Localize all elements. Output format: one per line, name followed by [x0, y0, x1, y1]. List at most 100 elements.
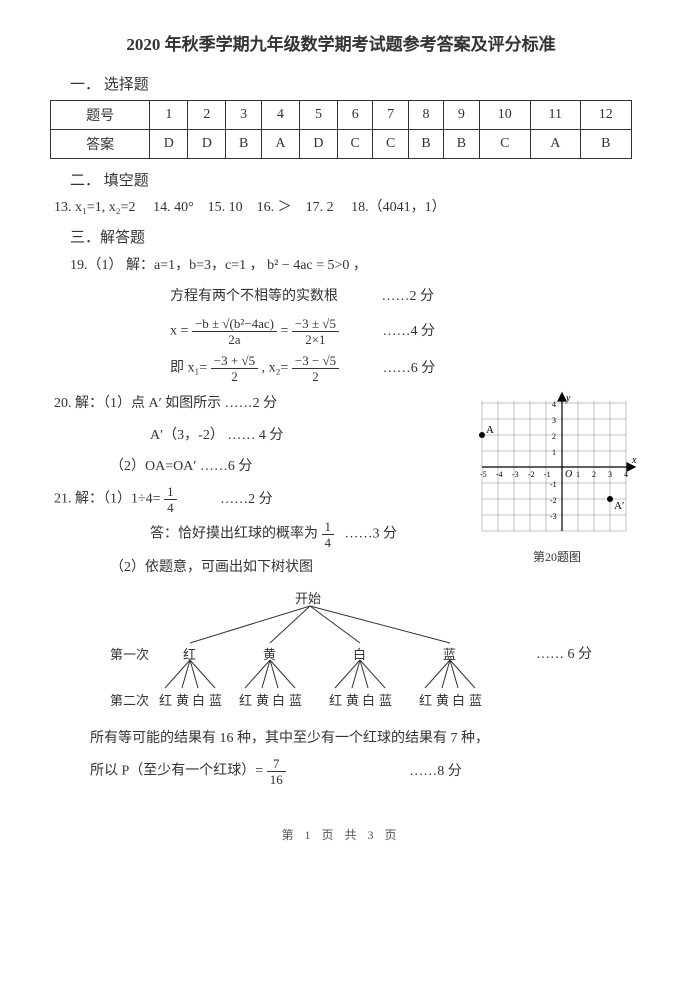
q19-line2-text: 方程有两个不相等的实数根 [170, 289, 338, 304]
table-row: 答案 D D B A D C C B B C A B [51, 130, 632, 159]
score-label: ……2 分 [382, 284, 435, 309]
table-cell: 5 [299, 101, 337, 130]
fraction-numerator: −3 + √5 [211, 354, 258, 369]
grid-svg: y x O -5-4-3 -2-1 1234 1234 -1-2-3 A A′ [472, 391, 642, 541]
score-label: ……8 分 [409, 759, 462, 784]
table-cell: C [479, 130, 530, 159]
tree-leaf: 黄 [436, 690, 449, 709]
table-header-cell: 题号 [51, 101, 150, 130]
tree-start: 开始 [295, 588, 321, 607]
score-label: ……6 分 [383, 357, 436, 377]
score-label: ……4 分 [382, 320, 435, 340]
q21-line2-text: 答：恰好摸出红球的概率为 [150, 527, 318, 542]
tree-diagram: 开始 第一次 红 黄 白 蓝 第二次 红 黄 白 蓝 红 黄 白 蓝 红 黄 白… [110, 588, 530, 718]
page-footer: 第 1 页 共 3 页 [50, 826, 632, 843]
svg-text:-3: -3 [512, 470, 519, 479]
table-header-cell: 答案 [51, 130, 150, 159]
svg-text:-5: -5 [480, 470, 487, 479]
answers-table: 题号 1 2 3 4 5 6 7 8 9 10 11 12 答案 D D B A… [50, 100, 632, 159]
fraction: −b ± √(b²−4ac) 2a [192, 317, 277, 346]
table-cell: 4 [261, 101, 299, 130]
fill-item: 18.（4041，1） [351, 200, 446, 215]
table-cell: D [150, 130, 188, 159]
table-cell: D [299, 130, 337, 159]
svg-text:-2: -2 [528, 470, 535, 479]
tree-leaf: 蓝 [469, 690, 482, 709]
fraction-denominator: 4 [322, 535, 335, 549]
fill-item: 17. 2 [306, 200, 334, 215]
svg-text:O: O [565, 469, 572, 480]
table-cell: 7 [373, 101, 408, 130]
tree-row1-label: 第一次 [110, 644, 149, 663]
svg-text:3: 3 [552, 416, 556, 425]
tree-leaf: 红 [419, 690, 432, 709]
table-cell: A [530, 130, 580, 159]
fraction: −3 − √5 2 [292, 354, 339, 383]
fraction-denominator: 2×1 [292, 332, 339, 346]
tree-node: 红 [183, 644, 196, 663]
fill-blank-line: 13. x₁=1, x₂=2 14. 40° 15. 10 16. ＞ 17. … [54, 196, 632, 216]
table-cell: B [580, 130, 631, 159]
fill-item: 16. ＞ [257, 200, 292, 215]
svg-text:-4: -4 [496, 470, 503, 479]
fraction-numerator: 1 [164, 485, 177, 500]
table-cell: 2 [188, 101, 226, 130]
q21-line4: 所有等可能的结果有 16 种，其中至少有一个红球的结果有 7 种， [90, 726, 632, 751]
table-cell: 3 [226, 101, 261, 130]
table-cell: 6 [338, 101, 373, 130]
fraction: −3 + √5 2 [211, 354, 258, 383]
fraction-denominator: 2 [211, 369, 258, 383]
axis-y-label: y [565, 393, 571, 404]
score-label: ……3 分 [345, 527, 398, 542]
comma: , x₂= [262, 361, 289, 376]
tree-leaf: 红 [159, 690, 172, 709]
q20-block: 20. 解：（1）点 A′ 如图所示 ……2 分 A′（3，-2） …… 4 分… [50, 391, 632, 479]
table-row: 题号 1 2 3 4 5 6 7 8 9 10 11 12 [51, 101, 632, 130]
svg-text:2: 2 [592, 470, 596, 479]
q19-line1: 19.（1） 解：a=1，b=3，c=1 ， b² − 4ac = 5>0 ， [70, 253, 632, 278]
section-choice-label: 一． 选择题 [70, 73, 632, 94]
q21-line5: 所以 P（至少有一个红球）= 7 16 ……8 分 [90, 757, 632, 786]
fraction-numerator: −b ± √(b²−4ac) [192, 317, 277, 332]
svg-text:1: 1 [576, 470, 580, 479]
table-cell: B [408, 130, 443, 159]
table-cell: C [373, 130, 408, 159]
q20-grid-figure: y x O -5-4-3 -2-1 1234 1234 -1-2-3 A A′ … [472, 391, 642, 565]
table-cell: B [444, 130, 479, 159]
q21-line1-text: 21. 解：（1）1÷4= [54, 492, 161, 507]
svg-text:3: 3 [608, 470, 612, 479]
tree-row2-label: 第二次 [110, 690, 149, 709]
q19-line2: 方程有两个不相等的实数根 ……2 分 [170, 284, 632, 309]
fill-item: 14. 40° [153, 200, 194, 215]
point-a-label: A [486, 424, 494, 436]
tree-node: 黄 [263, 644, 276, 663]
section-solve-label: 三．解答题 [70, 226, 632, 247]
fraction: 1 4 [322, 520, 335, 549]
fill-item: 13. x₁=1, x₂=2 [54, 200, 136, 215]
fraction: 7 16 [267, 757, 286, 786]
tree-leaf: 红 [329, 690, 342, 709]
tree-leaf: 红 [239, 690, 252, 709]
tree-leaf: 蓝 [209, 690, 222, 709]
svg-text:4: 4 [624, 470, 628, 479]
tree-row: 开始 第一次 红 黄 白 蓝 第二次 红 黄 白 蓝 红 黄 白 蓝 红 黄 白… [50, 588, 632, 718]
point-ap-label: A′ [614, 500, 624, 512]
tree-leaf: 蓝 [289, 690, 302, 709]
table-cell: A [261, 130, 299, 159]
fraction: −3 ± √5 2×1 [292, 317, 339, 346]
svg-text:-2: -2 [550, 496, 557, 505]
tree-leaf: 白 [272, 690, 285, 709]
page-title: 2020 年秋季学期九年级数学期考试题参考答案及评分标准 [50, 30, 632, 55]
section-fill-label: 二． 填空题 [70, 169, 632, 190]
tree-leaf: 白 [362, 690, 375, 709]
tree-leaf: 白 [192, 690, 205, 709]
fill-item: 15. 10 [208, 200, 243, 215]
tree-svg [110, 588, 530, 718]
svg-text:2: 2 [552, 432, 556, 441]
table-cell: 11 [530, 101, 580, 130]
table-cell: B [226, 130, 261, 159]
tree-node: 蓝 [443, 644, 456, 663]
fraction: 1 4 [164, 485, 177, 514]
fraction-numerator: 7 [267, 757, 286, 772]
tree-leaf: 黄 [256, 690, 269, 709]
